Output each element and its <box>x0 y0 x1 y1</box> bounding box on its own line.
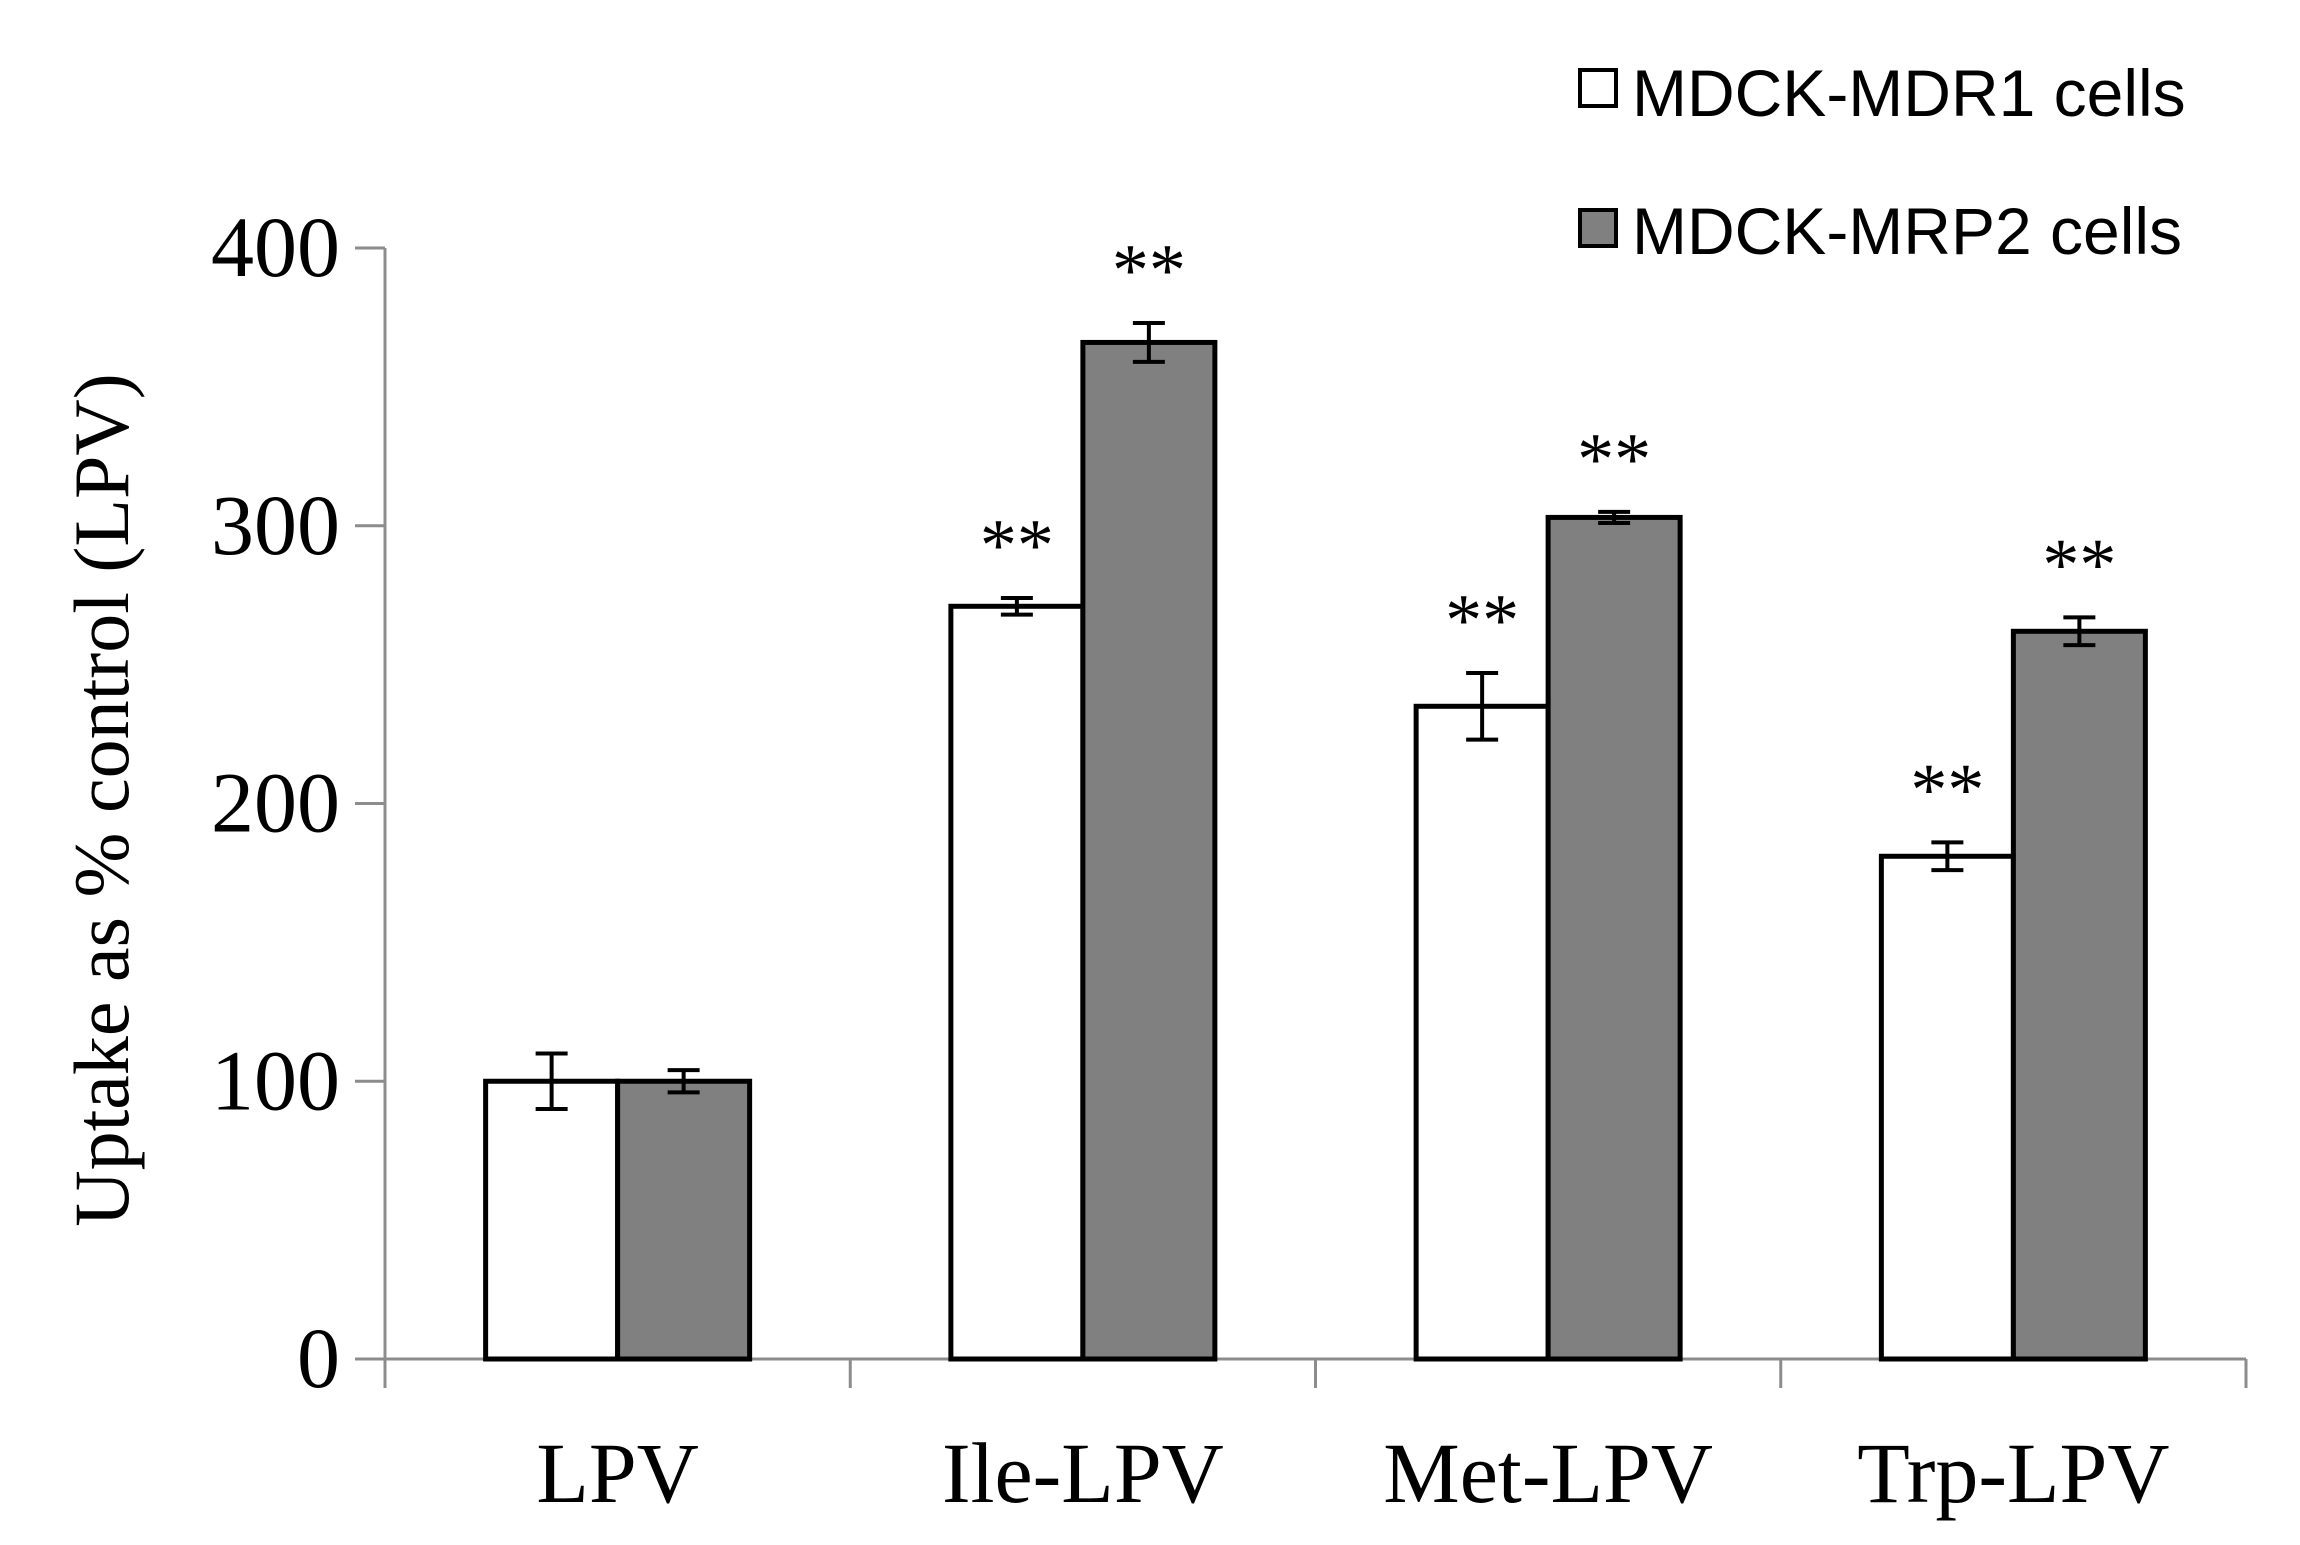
bar-mrp2-ile-lpv <box>1080 339 1218 1362</box>
error-bar <box>1598 509 1631 525</box>
error-bar <box>1000 595 1033 617</box>
y-tick-label: 0 <box>297 1310 340 1406</box>
significance-marker: ** <box>1910 749 1984 831</box>
significance-marker: ** <box>980 505 1054 587</box>
x-category-label: LPV <box>536 1425 698 1521</box>
error-bar <box>1931 840 1964 873</box>
bar-mdr1-lpv <box>483 1078 621 1362</box>
y-tick-label: 400 <box>211 199 340 295</box>
bar-mdr1-met-lpv <box>1413 703 1551 1362</box>
plot-area: 0 100 200 300 400 LPV Ile-LPV Met-LPV Trp-LPV *… <box>211 199 2248 1521</box>
y-axis-ticks: 0 100 200 300 400 <box>211 199 385 1406</box>
y-tick-label: 300 <box>211 477 340 573</box>
y-tick-label: 200 <box>211 755 340 851</box>
legend-label-mrp2: MDCK-MRP2 cells <box>1632 194 2182 268</box>
x-category-label: Ile-LPV <box>942 1425 1224 1521</box>
error-bar <box>1466 670 1499 742</box>
bar-series <box>483 339 2148 1362</box>
error-bars <box>535 320 2096 1112</box>
error-bar <box>667 1068 700 1095</box>
x-category-label: Trp-LPV <box>1857 1425 2169 1521</box>
significance-marker: ** <box>1577 419 1651 501</box>
error-bar <box>2063 615 2096 648</box>
bar-mrp2-lpv <box>615 1078 753 1362</box>
y-axis-title: Uptake as % control (LPV) <box>58 373 145 1226</box>
y-tick-label: 100 <box>211 1032 340 1128</box>
bar-mdr1-ile-lpv <box>948 603 1086 1362</box>
significance-marker: ** <box>1445 580 1519 662</box>
significance-markers: ** ** ** ** ** ** <box>980 230 2117 831</box>
significance-marker: ** <box>1112 230 1186 312</box>
error-bar <box>1132 320 1165 364</box>
x-category-label: Met-LPV <box>1383 1425 1713 1521</box>
x-axis-ticks: LPV Ile-LPV Met-LPV Trp-LPV <box>383 1359 2248 1521</box>
bar-mdr1-trp-lpv <box>1878 853 2016 1362</box>
error-bar <box>535 1051 568 1112</box>
legend-label-mdr1: MDCK-MDR1 cells <box>1632 56 2186 130</box>
legend-swatch-mdr1 <box>1578 68 1618 108</box>
bar-mrp2-trp-lpv <box>2010 628 2148 1362</box>
legend: MDCK-MDR1 cells MDCK-MRP2 cells <box>1578 56 2186 268</box>
legend-swatch-mrp2 <box>1578 208 1618 248</box>
significance-marker: ** <box>2042 524 2116 606</box>
bar-mrp2-met-lpv <box>1545 514 1683 1362</box>
